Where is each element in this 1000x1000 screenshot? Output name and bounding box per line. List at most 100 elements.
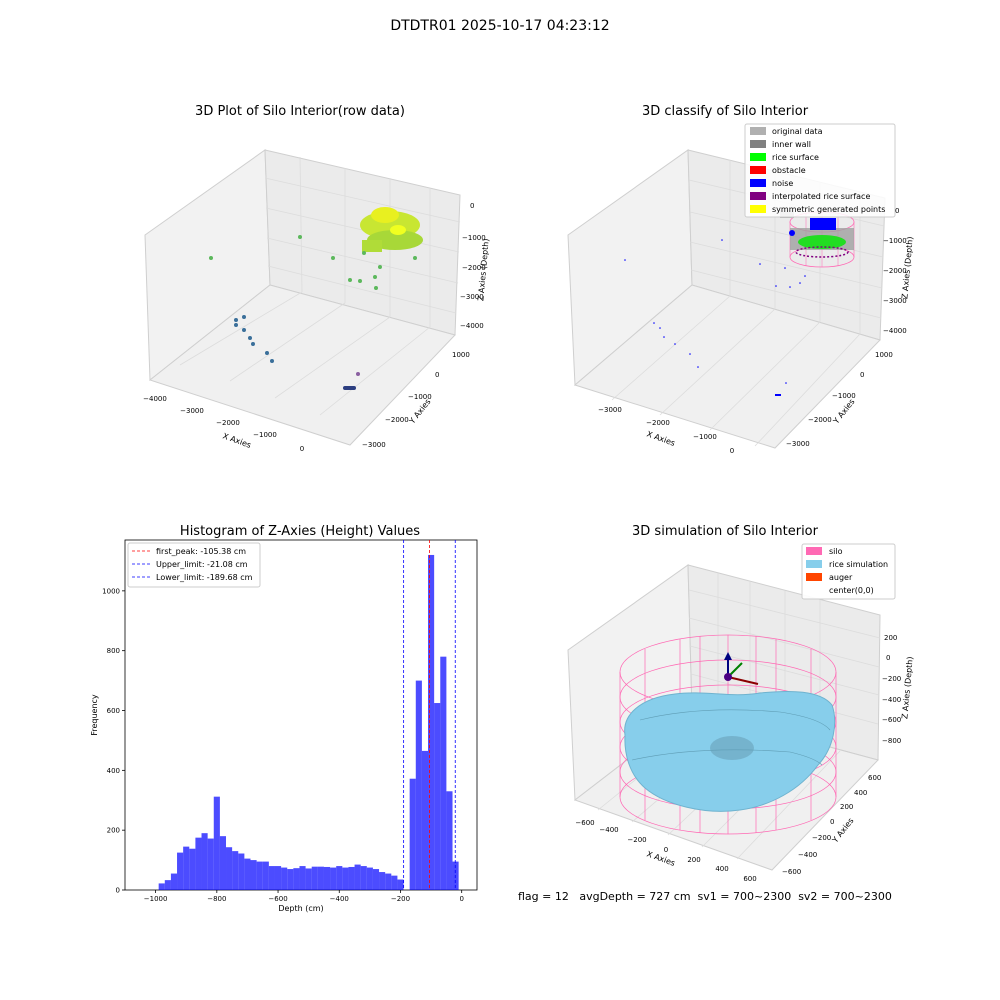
rice-simulation-surface: [624, 690, 836, 812]
hist-bar: [366, 867, 373, 890]
p4-ztick: −400: [882, 696, 901, 704]
p2-legend-swatch: [750, 205, 766, 213]
hist-bar: [158, 883, 165, 890]
hist-ytick-label: 600: [107, 707, 120, 715]
hist-bar: [372, 869, 380, 890]
p4-xtick: 0: [664, 846, 668, 854]
p2-ytick: −3000: [786, 440, 810, 448]
p4-legend-label: auger: [829, 573, 853, 582]
p2-ytick: 1000: [875, 351, 893, 359]
p4-ztick: 200: [884, 634, 897, 642]
hist-bar: [434, 703, 441, 890]
p4-xtick: 400: [715, 865, 728, 873]
p4-legend-label: silo: [829, 547, 843, 556]
hist-bar: [397, 879, 404, 890]
hist-bar: [305, 868, 312, 890]
p4-legend-swatch: [806, 560, 822, 568]
p4-ztick: −600: [882, 716, 901, 724]
hist-ytick-label: 400: [107, 767, 120, 775]
p2-legend-swatch: [750, 127, 766, 135]
hist-legend-label: Upper_limit: -21.08 cm: [156, 560, 248, 569]
p2-xtick: 0: [730, 447, 734, 455]
p4-xlabel: X Axies: [645, 849, 676, 868]
p4-legend-label: rice simulation: [829, 560, 888, 569]
panel2-ticks: −3000 −2000 −1000 0 −3000 −2000 −1000 0 …: [598, 207, 907, 455]
p2-ytick: −1000: [832, 392, 856, 400]
p2-ytick: −2000: [808, 416, 832, 424]
hist-ytick-label: 800: [107, 647, 120, 655]
auger-and-center: [724, 652, 759, 685]
p1-xtick: −4000: [143, 395, 167, 403]
hist-bar: [201, 833, 208, 890]
p2-legend-label: symmetric generated points: [772, 205, 885, 214]
hist-bar: [189, 848, 196, 890]
status-line: flag = 12 avgDepth = 727 cm sv1 = 700~23…: [518, 890, 892, 903]
p1-ztick: −1000: [462, 234, 486, 242]
panel1-points: [209, 207, 423, 390]
p4-ytick: 600: [868, 774, 881, 782]
hist-bar: [293, 868, 300, 890]
hist-bar: [360, 866, 367, 890]
hist-bar: [385, 873, 392, 890]
p2-legend-swatch: [750, 166, 766, 174]
hist-ytick-label: 200: [107, 827, 120, 835]
p2-legend-swatch: [750, 140, 766, 148]
hist-bar: [409, 778, 416, 890]
hist-bar: [207, 838, 214, 890]
hist-bar: [281, 867, 288, 890]
p2-ztick: 0: [895, 207, 899, 215]
hist-xtick-label: −1000: [144, 895, 168, 903]
p1-xtick: −1000: [253, 431, 277, 439]
hist-legend-label: Lower_limit: -189.68 cm: [156, 573, 253, 582]
hist-bar: [342, 867, 349, 890]
p1-ytick: −1000: [408, 393, 432, 401]
p2-ztick: −1000: [883, 237, 907, 245]
hist-legend: first_peak: -105.38 cm Upper_limit: -21.0…: [127, 542, 261, 588]
p1-ztick: −3000: [460, 293, 484, 301]
hist-bar: [219, 836, 227, 890]
hist-bar: [170, 873, 178, 890]
p1-xtick: 0: [300, 445, 304, 453]
hist-bar: [226, 847, 233, 890]
p2-xtick: −2000: [646, 419, 670, 427]
p4-xtick: 600: [743, 875, 756, 883]
p1-ytick: 1000: [452, 351, 470, 359]
hist-bar: [446, 791, 453, 890]
hist-bar: [183, 846, 190, 890]
p4-xtick: −200: [627, 836, 646, 844]
p4-ytick: 200: [840, 803, 853, 811]
panel1-ticks: −4000 −3000 −2000 −1000 0 −3000 −2000 −1…: [143, 202, 486, 453]
p1-ytick: 0: [435, 371, 439, 379]
p1-ztick: −2000: [462, 264, 486, 272]
hist-yticks: 0 200 400 600 800 1000: [102, 587, 125, 895]
p2-xtick: −3000: [598, 406, 622, 414]
hist-bar: [379, 872, 386, 890]
p4-legend-swatch: [806, 573, 822, 581]
hist-xlabel: Depth (cm): [278, 904, 323, 913]
p2-legend-label: obstacle: [772, 166, 806, 175]
hist-bar: [244, 858, 251, 890]
hist-xtick-label: −800: [207, 895, 226, 903]
hist-bar: [164, 880, 171, 890]
hist-xtick-label: −400: [330, 895, 349, 903]
p4-ytick: 400: [854, 789, 867, 797]
panel2-title: 3D classify of Silo Interior: [641, 104, 809, 119]
p2-legend-label: rice surface: [772, 153, 819, 162]
p1-ytick: −3000: [362, 441, 386, 449]
hist-bar: [238, 853, 245, 890]
panel2-noise-points: [624, 239, 806, 396]
hist-xtick-label: −600: [268, 895, 287, 903]
hist-bar: [323, 866, 331, 890]
hist-bars: [158, 554, 459, 890]
panel1-title: 3D Plot of Silo Interior(row data): [195, 104, 405, 119]
hist-bar: [354, 864, 361, 890]
p4-ytick: −600: [782, 868, 801, 876]
p1-xtick: −3000: [180, 407, 204, 415]
hist-ytick-label: 0: [116, 887, 120, 895]
figure-title: DTDTR01 2025-10-17 04:23:12: [390, 18, 610, 34]
hist-bar: [336, 866, 343, 890]
panel4-title: 3D simulation of Silo Interior: [632, 524, 818, 539]
p1-ztick: −4000: [460, 322, 484, 330]
